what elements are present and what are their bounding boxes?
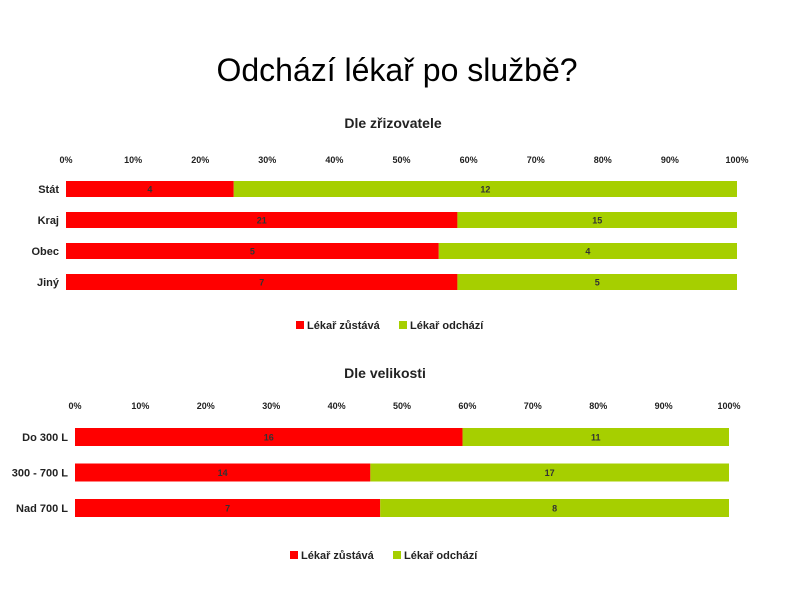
data-label: 21 bbox=[257, 216, 267, 226]
data-label: 7 bbox=[225, 504, 230, 514]
legend-label: Lékař zůstává bbox=[307, 320, 381, 332]
bar-kraj-lekar-odchazi bbox=[457, 212, 737, 228]
data-label: 17 bbox=[545, 468, 555, 478]
x-tick-label: 30% bbox=[258, 155, 276, 165]
x-tick-label: 20% bbox=[191, 155, 209, 165]
bar-obec-lekar-zustava bbox=[66, 243, 439, 259]
bar-jiny-lekar-zustava bbox=[66, 274, 458, 290]
x-tick-label: 50% bbox=[393, 401, 411, 411]
bar-do-300-l-lekar-odchazi bbox=[462, 428, 729, 446]
category-label: Stát bbox=[38, 184, 59, 196]
data-label: 15 bbox=[592, 216, 602, 226]
x-tick-label: 10% bbox=[131, 401, 149, 411]
bar-nad-700-l-lekar-odchazi bbox=[380, 499, 729, 517]
x-tick-label: 50% bbox=[392, 155, 410, 165]
x-tick-label: 40% bbox=[325, 155, 343, 165]
chart-by-size: Dle velikosti 0% 10% 20% 30% 40% 50% 60% 70% 80% 9… bbox=[12, 365, 741, 562]
x-tick-label: 70% bbox=[524, 401, 542, 411]
legend-label: Lékař odchází bbox=[404, 550, 478, 562]
category-label: Jiný bbox=[37, 277, 60, 289]
data-label: 14 bbox=[218, 468, 228, 478]
x-tick-label: 40% bbox=[328, 401, 346, 411]
x-tick-label: 60% bbox=[460, 155, 478, 165]
data-label: 4 bbox=[147, 185, 152, 195]
legend-label: Lékař zůstává bbox=[301, 550, 375, 562]
legend-label: Lékař odchází bbox=[410, 320, 484, 332]
legend-swatch-lekar-odchazi bbox=[399, 321, 407, 329]
bar-300-700-l-lekar-odchazi bbox=[370, 463, 729, 482]
x-tick-label: 0% bbox=[59, 155, 72, 165]
x-tick-label: 80% bbox=[594, 155, 612, 165]
chart-title: Dle velikosti bbox=[344, 365, 426, 381]
data-label: 5 bbox=[250, 247, 255, 257]
data-label: 5 bbox=[595, 278, 600, 288]
data-label: 4 bbox=[585, 247, 590, 257]
category-label: 300 - 700 L bbox=[12, 468, 69, 480]
category-label: Do 300 L bbox=[22, 432, 68, 444]
x-tick-label: 10% bbox=[124, 155, 142, 165]
x-tick-label: 100% bbox=[717, 401, 740, 411]
data-label: 7 bbox=[259, 278, 264, 288]
x-tick-label: 70% bbox=[527, 155, 545, 165]
x-tick-label: 90% bbox=[655, 401, 673, 411]
slide-title: Odchází lékař po službě? bbox=[216, 52, 578, 88]
x-tick-label: 90% bbox=[661, 155, 679, 165]
bar-nad-700-l-lekar-zustava bbox=[75, 499, 381, 517]
category-label: Kraj bbox=[38, 215, 59, 227]
bar-kraj-lekar-zustava bbox=[66, 212, 458, 228]
data-label: 16 bbox=[264, 433, 274, 443]
data-label: 11 bbox=[591, 433, 601, 443]
category-label: Obec bbox=[31, 246, 59, 258]
x-tick-label: 30% bbox=[262, 401, 280, 411]
legend-swatch-lekar-odchazi bbox=[393, 551, 401, 559]
x-tick-label: 20% bbox=[197, 401, 215, 411]
bar-stat-lekar-zustava bbox=[66, 181, 234, 197]
x-tick-label: 80% bbox=[589, 401, 607, 411]
chart-title: Dle zřizovatele bbox=[344, 115, 441, 131]
data-label: 8 bbox=[552, 504, 557, 514]
legend-swatch-lekar-zustava bbox=[296, 321, 304, 329]
bar-300-700-l-lekar-zustava bbox=[75, 463, 371, 482]
legend-swatch-lekar-zustava bbox=[290, 551, 298, 559]
x-tick-label: 60% bbox=[458, 401, 476, 411]
bar-do-300-l-lekar-zustava bbox=[75, 428, 463, 446]
x-tick-label: 100% bbox=[725, 155, 748, 165]
chart-by-founder: Dle zřizovatele 0% 10% 20% 30% 40% 50% 60% 70% 80… bbox=[31, 115, 748, 332]
bar-stat-lekar-odchazi bbox=[233, 181, 737, 197]
category-label: Nad 700 L bbox=[16, 503, 68, 515]
bar-jiny-lekar-odchazi bbox=[457, 274, 737, 290]
data-label: 12 bbox=[480, 185, 490, 195]
x-tick-label: 0% bbox=[68, 401, 81, 411]
bar-obec-lekar-odchazi bbox=[438, 243, 737, 259]
